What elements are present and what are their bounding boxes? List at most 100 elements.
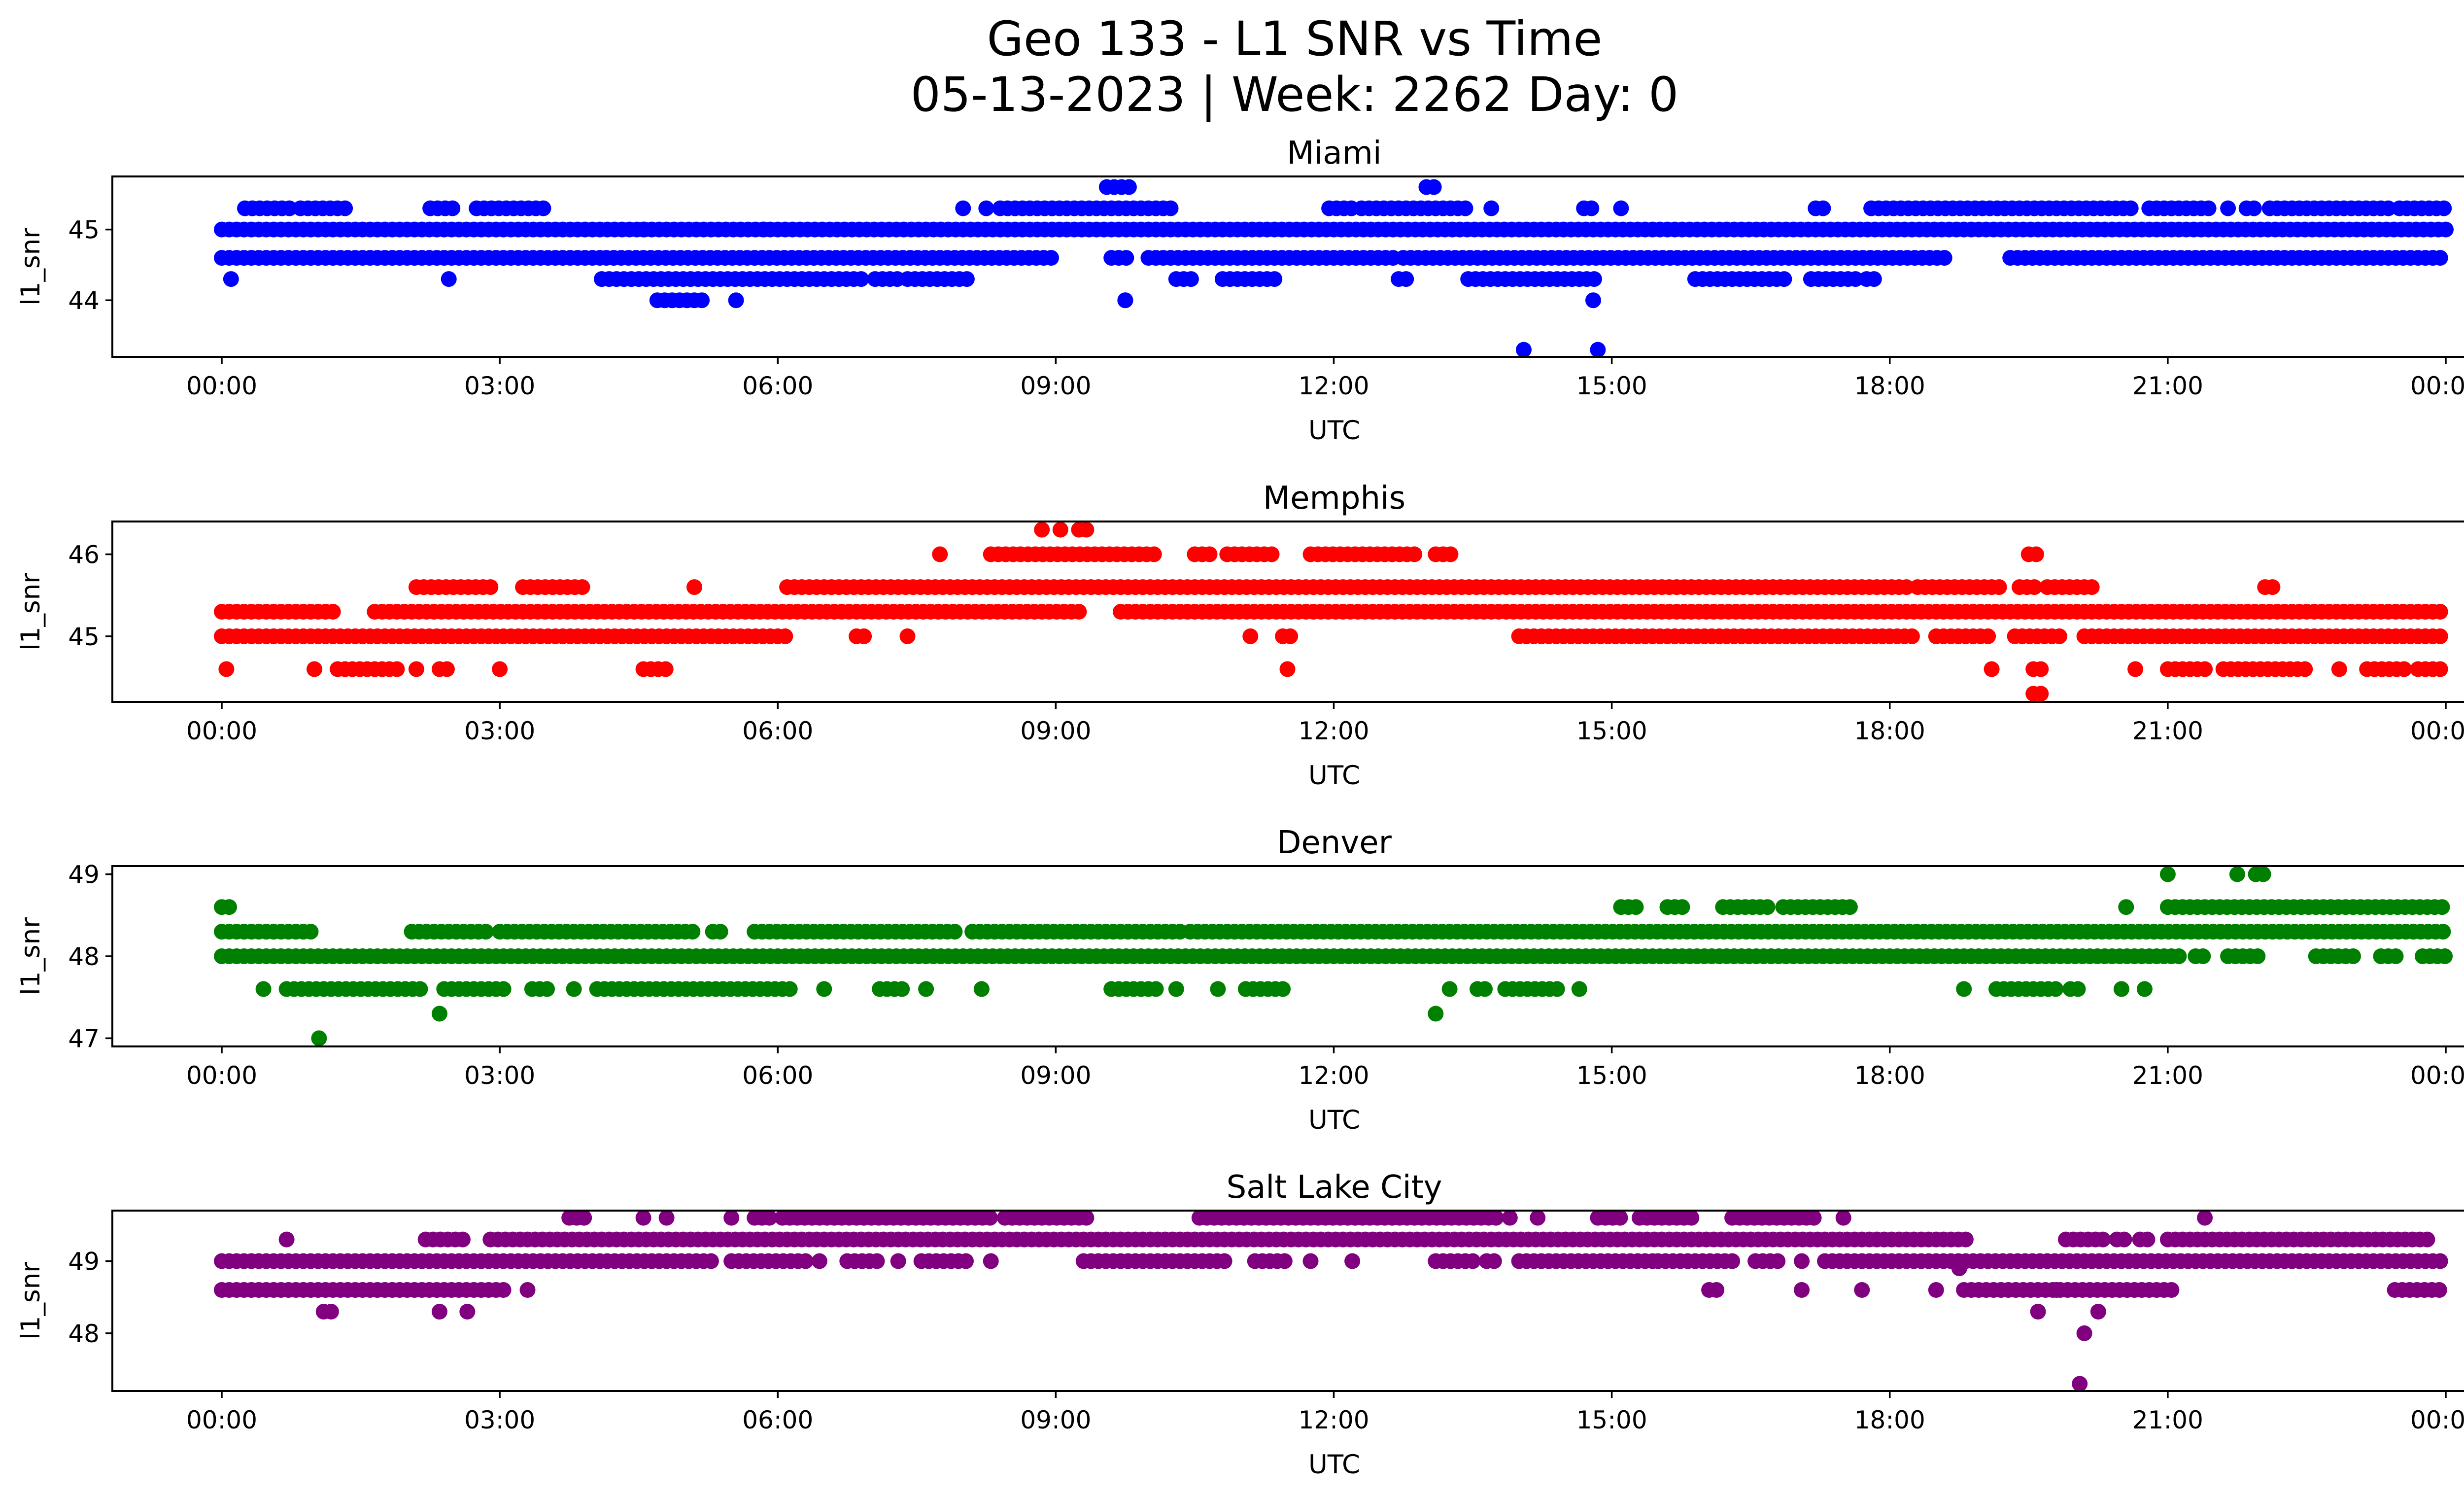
data-point [635, 221, 651, 238]
data-point [1483, 200, 1500, 216]
data-point [932, 546, 948, 562]
x-tick-label: 06:00 [742, 1406, 813, 1434]
data-point [1770, 1253, 1786, 1269]
data-point [1674, 899, 1690, 915]
data-point [2090, 1304, 2106, 1320]
subplots: Miami l1_snr UTC 44 45 00:00 03:00 06:00 09:00 12… [16, 135, 2464, 1480]
data-point [2250, 948, 2266, 964]
data-point [2049, 1282, 2065, 1298]
data-point [1571, 981, 1587, 997]
y-tick-label: 46 [68, 541, 100, 569]
y-tick-label: 49 [68, 1247, 100, 1276]
x-tick-label: 12:00 [1298, 1406, 1369, 1434]
data-point [1866, 271, 1882, 287]
data-point [1148, 981, 1164, 997]
data-point [2084, 579, 2100, 595]
data-point [1991, 579, 2007, 595]
data-point [431, 1006, 447, 1022]
data-point [723, 1210, 740, 1226]
data-point [1835, 1210, 1851, 1226]
x-tick-label: 00:00 [2410, 372, 2464, 400]
data-point [1502, 1210, 1518, 1226]
data-point [1279, 661, 1296, 677]
data-point [278, 1231, 295, 1248]
data-point [2072, 1376, 2088, 1392]
data-point [408, 661, 424, 677]
data-point [1465, 1253, 1481, 1269]
data-point [2246, 200, 2262, 216]
scatter-series [214, 1210, 2448, 1392]
data-point [2197, 1210, 2213, 1226]
data-point [983, 1253, 999, 1269]
subplot-denver: Denver l1_snr UTC 47 48 49 00:00 03:00 06:00 09:0… [16, 825, 2464, 1135]
data-point [2431, 1282, 2447, 1298]
x-tick-label: 12:00 [1298, 717, 1369, 745]
data-point [412, 981, 428, 997]
data-point [694, 292, 710, 309]
x-tick-label: 12:00 [1298, 1061, 1369, 1090]
data-point [1118, 250, 1134, 266]
data-point [1344, 1253, 1361, 1269]
data-point [441, 271, 457, 287]
x-tick-label: 00:00 [2410, 717, 2464, 745]
data-point [761, 1210, 778, 1226]
data-point [519, 1282, 536, 1298]
x-tick-label: 15:00 [1576, 1406, 1647, 1434]
y-tick-label: 45 [68, 216, 100, 244]
y-tick-label: 45 [68, 623, 100, 651]
data-point [2331, 661, 2347, 677]
data-point [2033, 686, 2049, 702]
data-point [2380, 200, 2396, 216]
data-point [1477, 981, 1493, 997]
data-point [1282, 628, 1299, 644]
data-point [1612, 1210, 1628, 1226]
data-point [311, 1030, 327, 1046]
data-point [2432, 250, 2448, 266]
data-point [1078, 1210, 1095, 1226]
x-tick-label: 15:00 [1576, 1061, 1647, 1090]
x-tick-label: 03:00 [464, 372, 535, 400]
data-point [982, 1210, 998, 1226]
x-tick-label: 18:00 [1854, 1406, 1925, 1434]
x-tick-label: 21:00 [2132, 717, 2203, 745]
data-point [1628, 899, 1644, 915]
data-point [1549, 981, 1565, 997]
data-point [2220, 200, 2236, 216]
data-point [223, 271, 239, 287]
data-point [2139, 1231, 2156, 1248]
data-point [1957, 1231, 1974, 1248]
x-tick-label: 00:00 [186, 1061, 257, 1090]
x-tick-label: 00:00 [186, 1406, 257, 1434]
x-tick-label: 03:00 [464, 1406, 535, 1434]
data-point [728, 292, 744, 309]
data-point [218, 661, 235, 677]
subplot-salt-lake-city: Salt Lake City l1_snr UTC 48 49 00:00 03:00 06:… [16, 1169, 2464, 1480]
x-tick-label: 18:00 [1854, 717, 1925, 745]
data-point [255, 981, 272, 997]
data-point [816, 981, 832, 997]
data-point [2200, 200, 2217, 216]
data-point [2127, 661, 2144, 677]
data-point [2434, 899, 2450, 915]
figure-title-line1: Geo 133 - L1 SNR vs Time [987, 11, 1603, 67]
y-tick-label: 48 [68, 1320, 100, 1348]
x-tick-label: 03:00 [464, 717, 535, 745]
data-point [1590, 342, 1606, 358]
data-point [323, 1304, 339, 1320]
data-point [1426, 179, 1442, 195]
data-point [492, 661, 508, 677]
data-point [566, 981, 582, 997]
data-point [973, 981, 990, 997]
data-point [1117, 292, 1133, 309]
data-point [539, 981, 555, 997]
data-point [2229, 866, 2245, 882]
x-tick-label: 09:00 [1020, 1061, 1091, 1090]
data-point [756, 221, 772, 238]
data-point [2163, 1282, 2180, 1298]
data-point [1276, 1253, 1293, 1269]
y-axis-label: l1_snr [16, 917, 46, 995]
data-point [856, 628, 872, 644]
data-point [2388, 948, 2404, 964]
data-point [2051, 628, 2067, 644]
